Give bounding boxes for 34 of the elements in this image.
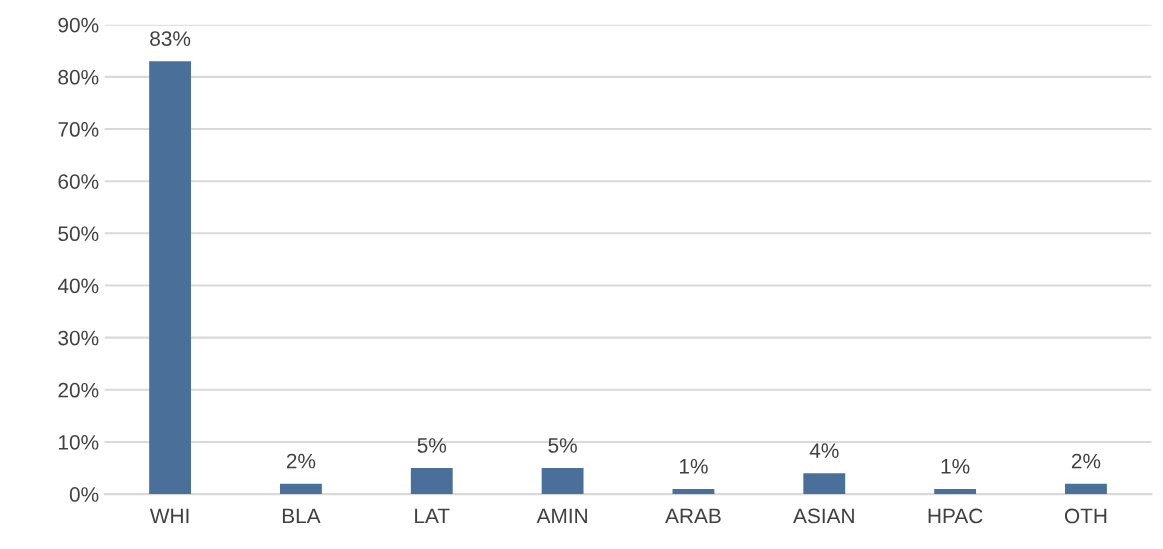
bar: [672, 488, 715, 495]
data-label: 2%: [1071, 453, 1101, 469]
data-label: 5%: [548, 438, 577, 453]
data-label: 4%: [809, 443, 839, 458]
y-tick-label: 90%: [58, 17, 99, 33]
y-tick-label: 30%: [58, 330, 99, 346]
bar: [279, 483, 322, 495]
bar: [541, 468, 584, 495]
y-tick-label: 10%: [59, 434, 99, 450]
y-tick-label: 70%: [58, 122, 99, 137]
x-tick-label: BLA: [282, 508, 321, 524]
x-tick-label: ARAB: [665, 508, 721, 524]
data-label: 1%: [679, 458, 708, 474]
y-tick-label: 60%: [58, 174, 99, 189]
y-tick-label: 0%: [69, 487, 99, 502]
bar: [410, 468, 453, 495]
x-tick-label: WHI: [149, 508, 189, 524]
bar: [1065, 483, 1107, 495]
bar: [149, 61, 192, 495]
bar: [934, 488, 977, 495]
x-tick-label: LAT: [415, 508, 450, 524]
y-tick-label: 50%: [58, 226, 99, 242]
x-tick-label: OTH: [1064, 508, 1107, 524]
data-label: 1%: [941, 458, 970, 474]
x-tick-label: ASIAN: [793, 508, 854, 524]
x-tick-label: HPAC: [928, 508, 983, 524]
y-tick-label: 20%: [58, 382, 99, 398]
y-tick-label: 80%: [58, 69, 99, 85]
data-label: 83%: [150, 31, 191, 46]
data-label: 2%: [286, 453, 316, 469]
x-tick-label: AMIN: [536, 508, 587, 524]
y-tick-label: 40%: [57, 278, 99, 294]
bar: [803, 473, 846, 495]
data-label: 5%: [417, 438, 447, 453]
